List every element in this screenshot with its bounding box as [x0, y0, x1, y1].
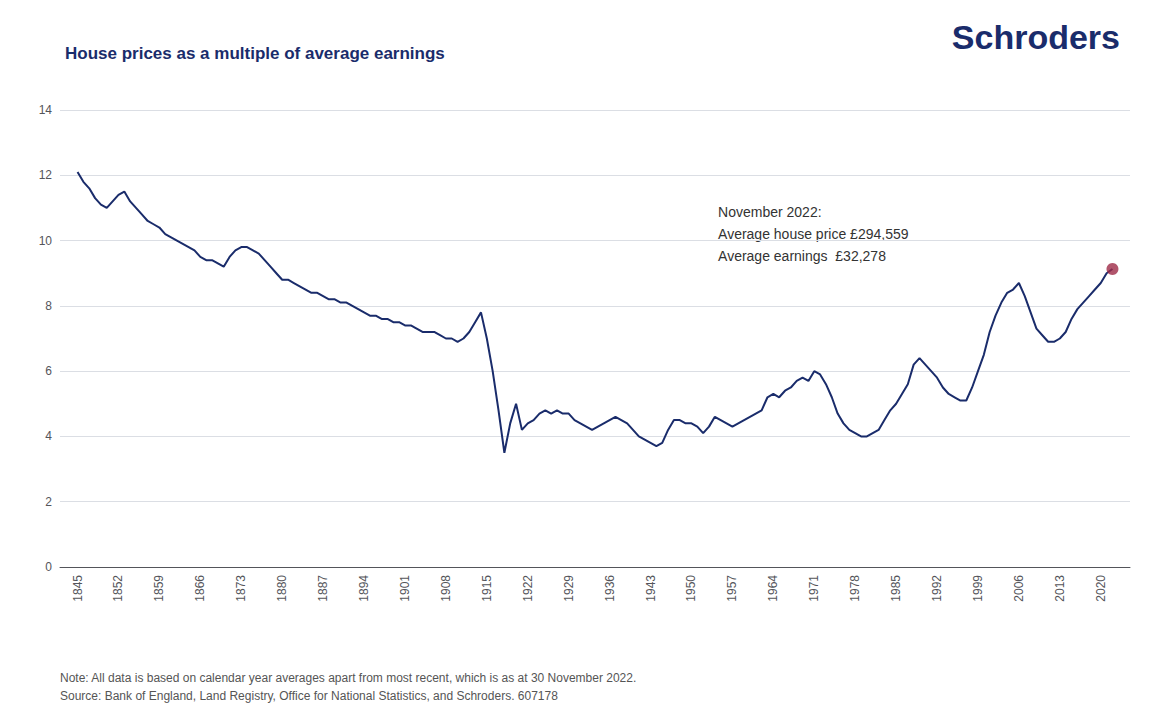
svg-text:2006: 2006	[1012, 575, 1026, 602]
svg-text:Average house price £294,559: Average house price £294,559	[718, 226, 909, 243]
svg-text:1957: 1957	[725, 575, 739, 602]
svg-text:1887: 1887	[316, 575, 330, 602]
svg-text:1950: 1950	[684, 575, 698, 602]
svg-text:14: 14	[39, 103, 53, 117]
svg-text:6: 6	[45, 364, 52, 378]
svg-text:1936: 1936	[603, 575, 617, 602]
svg-text:1985: 1985	[889, 575, 903, 602]
svg-text:2013: 2013	[1053, 575, 1067, 602]
svg-text:1915: 1915	[480, 575, 494, 602]
svg-text:1873: 1873	[234, 575, 248, 602]
svg-text:1971: 1971	[807, 575, 821, 602]
svg-text:0: 0	[45, 560, 52, 574]
svg-text:8: 8	[45, 299, 52, 313]
svg-text:1929: 1929	[562, 575, 576, 602]
svg-text:House prices as a multiple of: House prices as a multiple of average ea…	[65, 44, 445, 63]
svg-text:1922: 1922	[521, 575, 535, 602]
svg-text:1943: 1943	[644, 575, 658, 602]
svg-text:Source: Bank of England, Land: Source: Bank of England, Land Registry, …	[60, 689, 558, 703]
svg-text:Note: All data is based on cal: Note: All data is based on calendar year…	[60, 671, 636, 685]
svg-text:1992: 1992	[930, 575, 944, 602]
svg-text:2020: 2020	[1094, 575, 1108, 602]
svg-text:2: 2	[45, 495, 52, 509]
svg-text:1859: 1859	[152, 575, 166, 602]
svg-text:November 2022:: November 2022:	[718, 204, 822, 220]
svg-text:1978: 1978	[848, 575, 862, 602]
svg-text:4: 4	[45, 429, 52, 443]
svg-text:1908: 1908	[439, 575, 453, 602]
svg-text:1964: 1964	[766, 575, 780, 602]
svg-text:10: 10	[39, 234, 53, 248]
svg-text:1845: 1845	[71, 575, 85, 602]
svg-text:1999: 1999	[971, 575, 985, 602]
svg-text:12: 12	[39, 168, 53, 182]
svg-text:1880: 1880	[275, 575, 289, 602]
svg-text:1894: 1894	[357, 575, 371, 602]
svg-text:1852: 1852	[111, 575, 125, 602]
svg-text:Schroders: Schroders	[952, 18, 1120, 56]
svg-text:1866: 1866	[193, 575, 207, 602]
svg-text:1901: 1901	[398, 575, 412, 602]
svg-text:Average earnings £32,278: Average earnings £32,278	[718, 248, 886, 264]
